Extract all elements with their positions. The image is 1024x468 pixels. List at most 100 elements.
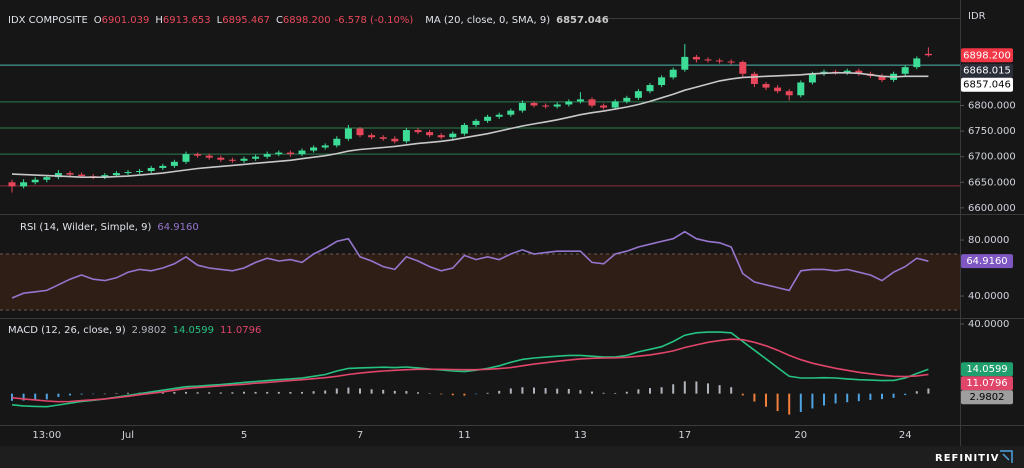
histogram-bar <box>649 388 651 394</box>
histogram-bar <box>672 384 675 394</box>
candle-body <box>542 105 550 107</box>
histogram-bar <box>208 392 211 394</box>
candle-body <box>43 177 51 180</box>
histogram-bar <box>370 389 373 394</box>
x-tick-label: 13 <box>574 430 587 441</box>
histogram-bar <box>811 393 814 409</box>
axis-unit: IDR <box>968 11 986 22</box>
price-badge <box>961 390 1013 405</box>
histogram-bar <box>637 389 640 394</box>
candle-body <box>611 101 619 108</box>
legend-item: O <box>94 15 102 26</box>
legend-item: 14.0599 <box>173 325 214 336</box>
candle-body <box>669 69 677 78</box>
histogram-bar <box>69 393 71 396</box>
histogram-bar <box>185 391 187 394</box>
candle-body <box>379 137 387 139</box>
candle-body <box>321 145 329 148</box>
candle-body <box>855 70 863 74</box>
histogram-bar <box>103 393 106 395</box>
legend-item: 6895.467 <box>222 15 270 26</box>
price-badge <box>961 48 1013 63</box>
histogram-bar <box>857 393 860 402</box>
candle-body <box>78 174 86 177</box>
histogram-bar <box>927 388 930 394</box>
histogram-bar <box>544 388 547 394</box>
candle-body <box>159 165 167 168</box>
histogram-bar <box>602 392 605 394</box>
candle-body <box>518 102 526 111</box>
histogram-bar <box>266 391 269 394</box>
legend-item: RSI (14, Wilder, Simple, 9) <box>20 222 151 233</box>
histogram-bar <box>347 387 350 394</box>
y-tick-label: 6800.000 <box>968 101 1016 112</box>
candle-body <box>588 99 596 106</box>
price-badge-label: 14.0599 <box>966 364 1007 375</box>
price-badge-label: 6898.200 <box>963 50 1011 61</box>
histogram-bar <box>22 393 25 401</box>
candle-body <box>681 56 689 70</box>
histogram-bar <box>509 388 512 394</box>
candle-body <box>368 135 376 138</box>
histogram-bar <box>834 393 837 404</box>
histogram-bar <box>11 393 13 401</box>
candle-body <box>252 156 260 159</box>
histogram-bar <box>289 391 292 394</box>
candle-body <box>576 99 584 102</box>
candle-body <box>507 110 515 115</box>
histogram-bar <box>625 391 628 394</box>
legend-item: 6857.046 <box>556 15 609 26</box>
footer-bar <box>0 446 1024 468</box>
candle-body <box>31 179 39 183</box>
candle-body <box>449 133 457 138</box>
histogram-bar <box>521 387 524 394</box>
histogram-bar <box>173 391 176 394</box>
legend: IDX COMPOSITE O6901.039 H6913.653 L6895.467… <box>8 15 609 26</box>
histogram-bar <box>556 388 559 394</box>
x-tick-label: 11 <box>458 430 471 441</box>
legend-item: 6901.039 <box>102 15 150 26</box>
series-line <box>11 230 929 299</box>
candle-body <box>623 97 631 102</box>
candle-body <box>727 61 735 63</box>
candle-body <box>20 182 28 187</box>
candle-body <box>182 154 190 162</box>
histogram-bar <box>591 391 593 394</box>
candle-body <box>344 128 352 139</box>
histogram-bar <box>405 391 408 394</box>
candle-body <box>402 130 410 142</box>
candle-body <box>136 171 144 173</box>
candle-body <box>124 172 132 174</box>
x-tick-label: 13:00 <box>32 430 61 441</box>
histogram-bar <box>695 381 698 394</box>
x-tick-label: 20 <box>794 430 807 441</box>
histogram-bar <box>707 383 709 394</box>
candle-body <box>797 82 805 96</box>
histogram-bar <box>219 392 222 394</box>
rsi-band <box>0 254 960 311</box>
histogram-bar <box>846 393 849 403</box>
price-badge <box>961 63 1013 78</box>
candle-body <box>901 67 909 74</box>
histogram-bar <box>823 393 825 406</box>
price-badge-label: 11.0796 <box>966 378 1007 389</box>
price-badge <box>961 362 1013 377</box>
candle-body <box>356 128 364 136</box>
histogram-bar <box>92 393 95 395</box>
histogram-bar <box>417 392 419 394</box>
histogram-bar <box>892 393 895 398</box>
price-badge-label: 2.9802 <box>970 392 1005 403</box>
histogram-bar <box>904 393 907 396</box>
histogram-bar <box>718 385 721 394</box>
legend-item: MACD (12, 26, close, 9) <box>8 325 126 336</box>
y-tick-label: 40.0000 <box>968 319 1009 330</box>
candle-body <box>333 138 341 146</box>
histogram-bar <box>660 387 663 394</box>
price-badge-label: 6868.015 <box>963 66 1011 77</box>
x-tick-label: 17 <box>678 430 691 441</box>
histogram-bar <box>312 391 315 394</box>
candle-body <box>843 70 851 73</box>
candle-body <box>878 75 886 80</box>
footer-brand: REFINITIV <box>935 453 999 464</box>
histogram-bar <box>753 393 756 402</box>
